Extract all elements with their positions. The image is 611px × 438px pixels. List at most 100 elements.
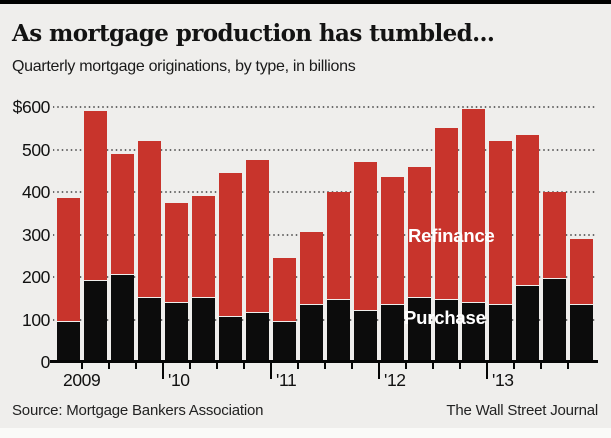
y-gridline-100 (53, 318, 597, 321)
bar-2011-q4-refinance-segment (354, 162, 377, 311)
bar-2013-q3-purchase-segment (543, 279, 566, 362)
bar-2012-q2-refinance-segment (408, 166, 431, 299)
bar-2013-q1-purchase-segment (489, 304, 512, 362)
bar-2012-q4-refinance-segment (462, 109, 485, 303)
bar-2012-q3 (435, 128, 458, 362)
bar-2011-q1-refinance-segment (273, 257, 296, 322)
bar-2010-q1-purchase-segment (165, 302, 188, 362)
y-tick-label-500: 500 (22, 139, 50, 160)
x-axis-line (50, 360, 598, 363)
chart-title: As mortgage production has tumbled... (12, 20, 495, 47)
bottom-margin-strip (0, 428, 611, 438)
bar-2011-q2-refinance-segment (300, 232, 323, 305)
bar-2009-q2-refinance-segment (84, 111, 107, 282)
bar-2013-q3-refinance-segment (543, 192, 566, 280)
bar-2011-q4 (354, 162, 377, 362)
bar-2010-q1 (165, 202, 188, 362)
bar-2009-q4-refinance-segment (138, 141, 161, 299)
x-quarter-tick-19 (567, 363, 569, 369)
bar-2009-q1-purchase-segment (57, 321, 80, 362)
year-label-11: '11 (276, 370, 297, 390)
bar-2012-q2 (408, 166, 431, 362)
x-quarter-tick-5 (189, 363, 191, 369)
bar-2010-q4-refinance-segment (246, 160, 269, 314)
bar-2009-q1 (57, 198, 80, 362)
bar-2009-q4-purchase-segment (138, 298, 161, 362)
bar-2013-q1-refinance-segment (489, 141, 512, 305)
bar-2010-q2 (192, 196, 215, 362)
refinance-series-label: Refinance (408, 225, 495, 246)
chart-subtitle: Quarterly mortgage originations, by type… (12, 58, 356, 75)
x-quarter-tick-15 (459, 363, 461, 369)
y-gridline-600 (53, 106, 597, 108)
x-year-tick-12 (378, 363, 380, 379)
source-credit: Source: Mortgage Bankers Association (12, 402, 264, 419)
x-quarter-tick-2 (108, 363, 110, 369)
bar-2009-q2 (84, 111, 107, 362)
y-tick-label-600: $600 (12, 97, 51, 117)
bar-2010-q3-refinance-segment (219, 172, 242, 318)
bar-2011-q2-purchase-segment (300, 304, 323, 362)
bar-2012-q3-purchase-segment (435, 300, 458, 362)
bar-2011-q2 (300, 232, 323, 362)
bar-2011-q3 (327, 192, 350, 362)
bar-2009-q3 (111, 153, 134, 362)
bar-2011-q1-purchase-segment (273, 321, 296, 362)
y-tick-label-400: 400 (22, 182, 50, 202)
bar-2012-q4 (462, 109, 485, 362)
year-label-12: '12 (384, 370, 406, 390)
y-tick-label-0: 0 (40, 352, 51, 372)
bar-2012-q1-purchase-segment (381, 304, 404, 362)
purchase-series-label: Purchase (404, 307, 486, 328)
bar-2010-q4-purchase-segment (246, 313, 269, 362)
bar-2011-q3-refinance-segment (327, 192, 350, 301)
bar-2013-q1 (489, 141, 512, 362)
bar-2012-q3-refinance-segment (435, 128, 458, 301)
year-label-2009: 2009 (63, 370, 101, 390)
bar-2012-q1 (381, 177, 404, 362)
x-quarter-tick-1 (81, 363, 83, 369)
bar-2013-q2 (516, 134, 539, 362)
y-gridline-200 (53, 276, 597, 278)
bar-2012-q1-refinance-segment (381, 177, 404, 305)
bar-2010-q2-purchase-segment (192, 298, 215, 362)
bar-2013-q3 (543, 192, 566, 362)
x-quarter-tick-10 (324, 363, 326, 369)
bar-2013-q4-refinance-segment (570, 238, 593, 305)
y-gridline-400 (53, 191, 597, 193)
x-year-tick-4 (162, 363, 164, 379)
bar-2013-q4-purchase-segment (570, 304, 593, 362)
x-quarter-tick-14 (432, 363, 434, 369)
year-label-10: '10 (168, 370, 190, 390)
bar-2011-q1 (273, 257, 296, 362)
bar-2010-q1-refinance-segment (165, 202, 188, 303)
publisher-credit: The Wall Street Journal (446, 402, 598, 419)
bar-2010-q3 (219, 172, 242, 362)
x-quarter-tick-9 (297, 363, 299, 369)
x-quarter-tick-6 (216, 363, 218, 369)
x-quarter-tick-7 (243, 363, 245, 369)
bar-2010-q3-purchase-segment (219, 317, 242, 362)
bar-2013-q2-refinance-segment (516, 134, 539, 286)
year-label-13: '13 (492, 370, 514, 390)
bar-2009-q2-purchase-segment (84, 281, 107, 362)
y-gridline-300 (53, 233, 597, 236)
top-rule (0, 0, 611, 4)
bar-2009-q4 (138, 141, 161, 362)
bar-2011-q4-purchase-segment (354, 311, 377, 362)
y-tick-label-300: 300 (22, 224, 50, 245)
x-quarter-tick-13 (405, 363, 407, 369)
bar-2011-q3-purchase-segment (327, 300, 350, 362)
bar-2009-q3-purchase-segment (111, 274, 134, 362)
x-quarter-tick-3 (135, 363, 137, 369)
bar-2013-q4 (570, 238, 593, 362)
bar-2012-q2-purchase-segment (408, 298, 431, 362)
x-quarter-tick-18 (540, 363, 542, 369)
x-year-tick-8 (270, 363, 272, 379)
bar-2009-q1-refinance-segment (57, 198, 80, 322)
bar-2010-q2-refinance-segment (192, 196, 215, 299)
y-tick-label-200: 200 (22, 267, 50, 287)
bar-2013-q2-purchase-segment (516, 285, 539, 362)
y-tick-label-100: 100 (22, 309, 50, 330)
